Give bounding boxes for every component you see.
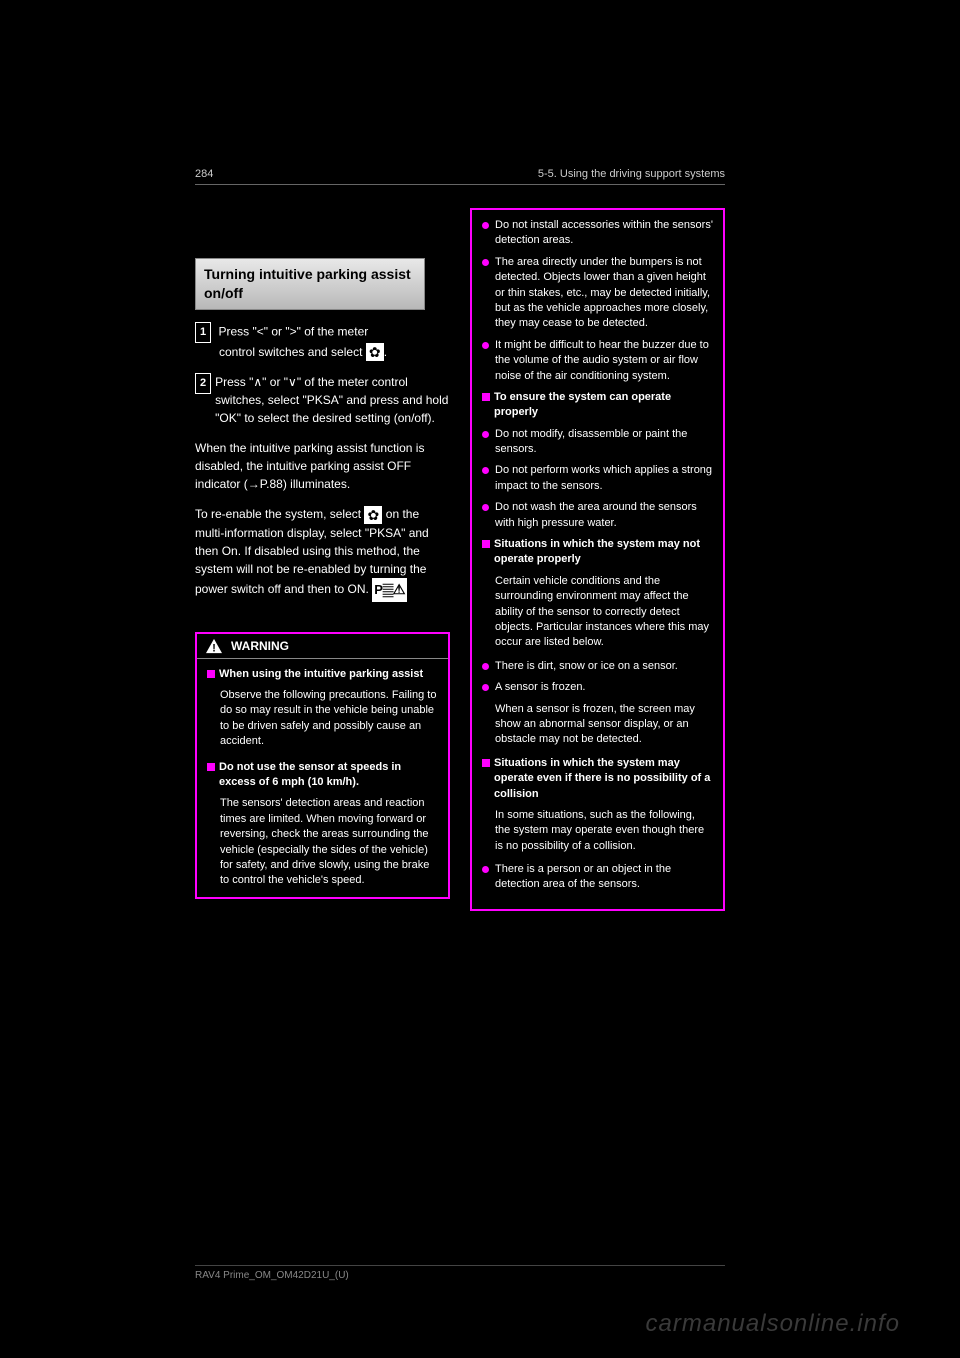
footer-code: RAV4 Prime_OM_OM42D21U_(U) bbox=[195, 1270, 349, 1281]
warning-triangle-icon: ! bbox=[205, 638, 223, 654]
right-bullet-3: It might be difficult to hear the buzzer… bbox=[482, 338, 713, 384]
step-1-line2: control switches and select bbox=[219, 345, 362, 359]
round-bullet-icon bbox=[482, 259, 489, 266]
round-bullet-icon bbox=[482, 684, 489, 691]
chapter-title: 5-5. Using the driving support systems bbox=[538, 168, 725, 180]
right-bullet-1-text: Do not install accessories within the se… bbox=[495, 218, 713, 249]
warning-header: ! WARNING bbox=[197, 634, 448, 659]
right-square-1-title: To ensure the system can operate properl… bbox=[494, 390, 713, 421]
step-2-number: 2 bbox=[195, 373, 211, 394]
section-header-box: Turning intuitive parking assist on/off bbox=[195, 258, 425, 310]
warning-item-1-title: When using the intuitive parking assist bbox=[219, 667, 423, 682]
watermark: carmanualsonline.info bbox=[646, 1310, 900, 1338]
right-bullet-7: There is dirt, snow or ice on a sensor. bbox=[482, 659, 713, 674]
round-bullet-icon bbox=[482, 504, 489, 511]
square-bullet-icon bbox=[207, 670, 215, 678]
right-bullet-6: Do not wash the area around the sensors … bbox=[482, 500, 713, 531]
section-header-text: Turning intuitive parking assist on/off bbox=[204, 266, 411, 301]
right-bullet-5-text: Do not perform works which applies a str… bbox=[495, 463, 713, 494]
right-bullet-3-text: It might be difficult to hear the buzzer… bbox=[495, 338, 713, 384]
right-square-2-title: Situations in which the system may not o… bbox=[494, 537, 713, 568]
warning-content: When using the intuitive parking assist … bbox=[197, 659, 448, 897]
round-bullet-icon bbox=[482, 222, 489, 229]
right-bullet-10: There is a person or an object in the de… bbox=[482, 862, 713, 893]
step-1-number: 1 bbox=[195, 322, 211, 343]
right-bullet-4-text: Do not modify, disassemble or paint the … bbox=[495, 427, 713, 458]
parking-sensor-icon: P𝄛⚠ bbox=[372, 578, 407, 602]
step-2-text: Press "∧" or "∨" of the meter control sw… bbox=[215, 373, 450, 427]
round-bullet-icon bbox=[482, 431, 489, 438]
right-square-2-text: Certain vehicle conditions and the surro… bbox=[495, 574, 713, 651]
right-bullet-8: A sensor is frozen. bbox=[482, 680, 713, 695]
right-bullet-8-text: A sensor is frozen. bbox=[495, 680, 586, 695]
right-bullet-6-text: Do not wash the area around the sensors … bbox=[495, 500, 713, 531]
right-square-1: To ensure the system can operate properl… bbox=[482, 390, 713, 421]
header-divider: 284 5-5. Using the driving support syste… bbox=[195, 168, 725, 185]
manual-page: 284 5-5. Using the driving support syste… bbox=[195, 168, 725, 1088]
para-reenable-1: To re-enable the system, select bbox=[195, 507, 361, 521]
step-1: 1 Press "<" or ">" of the meter control … bbox=[195, 322, 450, 361]
right-bullet-7-text: There is dirt, snow or ice on a sensor. bbox=[495, 659, 678, 674]
gear-icon: ✿ bbox=[366, 343, 384, 361]
right-bullet-1: Do not install accessories within the se… bbox=[482, 218, 713, 249]
round-bullet-icon bbox=[482, 467, 489, 474]
para-indicator-text: When the intuitive parking assist functi… bbox=[195, 441, 424, 491]
footer-line: RAV4 Prime_OM_OM42D21U_(U) bbox=[195, 1265, 725, 1281]
right-square-3-text: In some situations, such as the followin… bbox=[495, 808, 713, 854]
square-bullet-icon bbox=[207, 763, 215, 771]
right-square-3: Situations in which the system may opera… bbox=[482, 756, 713, 802]
warning-box: ! WARNING When using the intuitive parki… bbox=[195, 632, 450, 899]
right-bullet-5: Do not perform works which applies a str… bbox=[482, 463, 713, 494]
right-bullet-10-text: There is a person or an object in the de… bbox=[495, 862, 713, 893]
paragraph-indicator: When the intuitive parking assist functi… bbox=[195, 439, 450, 493]
warning-item-3-text: The sensors' detection areas and reactio… bbox=[220, 796, 438, 888]
warning-item-2-title: Do not use the sensor at speeds in exces… bbox=[219, 760, 438, 791]
gear-icon: ✿ bbox=[364, 506, 382, 524]
square-bullet-icon bbox=[482, 759, 490, 767]
right-square-2: Situations in which the system may not o… bbox=[482, 537, 713, 568]
warning-item-2: Do not use the sensor at speeds in exces… bbox=[207, 760, 438, 791]
svg-text:!: ! bbox=[212, 642, 216, 654]
step-1-line1: Press "<" or ">" of the meter bbox=[218, 324, 368, 338]
warning-item-1-text: Observe the following precautions. Faili… bbox=[220, 688, 438, 750]
step-2: 2 Press "∧" or "∨" of the meter control … bbox=[195, 373, 450, 427]
page-number: 284 bbox=[195, 168, 213, 180]
right-bullet-2: The area directly under the bumpers is n… bbox=[482, 255, 713, 332]
round-bullet-icon bbox=[482, 866, 489, 873]
paragraph-reenable: To re-enable the system, select ✿ on the… bbox=[195, 505, 450, 601]
warning-label: WARNING bbox=[231, 639, 289, 653]
left-column: Turning intuitive parking assist on/off … bbox=[195, 218, 450, 899]
right-bullet-2-text: The area directly under the bumpers is n… bbox=[495, 255, 713, 332]
round-bullet-icon bbox=[482, 663, 489, 670]
round-bullet-icon bbox=[482, 342, 489, 349]
right-square-3-title: Situations in which the system may opera… bbox=[494, 756, 713, 802]
right-column-box: Do not install accessories within the se… bbox=[470, 208, 725, 911]
right-bullet-4: Do not modify, disassemble or paint the … bbox=[482, 427, 713, 458]
warning-item-1: When using the intuitive parking assist bbox=[207, 667, 438, 682]
step-1-line3: . bbox=[384, 345, 387, 359]
square-bullet-icon bbox=[482, 393, 490, 401]
square-bullet-icon bbox=[482, 540, 490, 548]
right-bullet-9-text: When a sensor is frozen, the screen may … bbox=[495, 702, 713, 748]
